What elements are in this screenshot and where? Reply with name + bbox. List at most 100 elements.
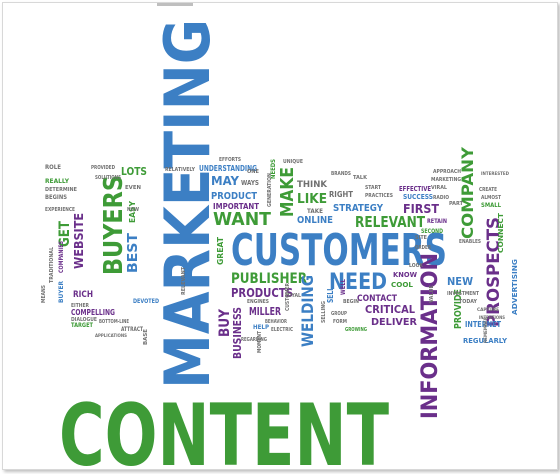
word-regarding: REGARDING	[241, 337, 267, 343]
word-relevant: RELEVANT	[355, 213, 426, 231]
word-efforts: EFFORTS	[219, 157, 241, 163]
word-right: RIGHT	[329, 190, 353, 199]
word-need: NEED	[329, 270, 387, 295]
word-think: THINK	[297, 180, 328, 190]
word-deliver: DELIVER	[371, 317, 417, 328]
word-take: TAKE	[307, 208, 323, 215]
word-generation: GENERATION	[267, 173, 273, 207]
word-capture: CAPTURE	[477, 307, 499, 312]
word-determine: DETERMINE	[45, 187, 78, 193]
word-miller: MILLER	[249, 305, 281, 318]
word-even: EVEN	[125, 185, 141, 191]
word-loyal: LOYAL	[285, 293, 302, 299]
word-regularly: REGULARLY	[463, 337, 508, 345]
word-marketing-small: MARKETING	[431, 177, 461, 183]
word-well: WELL	[340, 279, 347, 295]
word-rich: RICH	[73, 290, 93, 300]
word-begin: BEGIN	[343, 299, 359, 305]
word-like: LIKE	[297, 192, 327, 207]
word-target: TARGET	[71, 322, 94, 329]
word-ways: WAYS	[241, 179, 259, 187]
word-first: FIRST	[403, 202, 440, 216]
word-intentions: INTENTIONS	[479, 315, 505, 320]
word-lots: LOTS	[121, 165, 147, 178]
word-customers: CUSTOMERS	[231, 225, 447, 276]
word-bottom-line: BOTTOM-LINE	[99, 319, 129, 325]
word-traditional: TRADITIONAL	[49, 246, 55, 283]
word-second: SECOND	[421, 228, 443, 235]
word-publisher: PUBLISHER	[231, 271, 307, 287]
word-buyers: BUYERS	[99, 175, 129, 275]
word-unique: UNIQUE	[283, 159, 304, 165]
word-part: PART	[449, 201, 464, 207]
word-means: MEANS	[41, 285, 47, 303]
word-content: CONTENT	[59, 386, 389, 471]
word-business: BUSINESS	[231, 307, 244, 359]
word-electric: ELECTRIC	[271, 327, 293, 333]
word-brands: BRANDS	[331, 171, 351, 177]
word-marketing: MARKETING	[151, 19, 224, 389]
word-easy: EASY	[128, 201, 137, 223]
word-investment: INVESTMENT	[447, 291, 480, 297]
word-provide: PROVIDE	[453, 289, 464, 329]
word-connect: CONNECT	[497, 213, 505, 253]
word-create: CREATE	[479, 187, 497, 193]
word-viral: VIRAL	[431, 185, 448, 191]
word-approach: APPROACH	[433, 169, 461, 175]
word-growing: GROWING	[345, 327, 367, 333]
word-want: WANT	[213, 209, 272, 230]
word-know: KNOW	[393, 271, 417, 279]
word-prospects: PROSPECTS	[484, 217, 504, 327]
word-strategy: STRATEGY	[333, 203, 384, 214]
word-almost: ALMOST	[481, 195, 502, 201]
word-applications: APPLICATIONS	[95, 333, 127, 338]
word-start: START	[365, 185, 382, 191]
word-radio: RADIO	[433, 195, 449, 201]
word-new: NEW	[447, 275, 473, 288]
word-understanding: UNDERSTANDING	[199, 164, 257, 173]
word-experience: EXPERIENCE	[45, 207, 76, 213]
word-devoted: DEVOTED	[133, 298, 159, 305]
word-role: ROLE	[45, 164, 61, 171]
word-advertising: ADVERTISING	[511, 259, 519, 315]
word-company: COMPANY	[458, 147, 477, 239]
word-critical: CRITICAL	[365, 303, 415, 316]
word-today: TODAY	[459, 299, 477, 305]
word-selling: SELLING	[321, 301, 327, 323]
word-products: PRODUCTS	[231, 286, 293, 300]
word-small: SMALL	[481, 202, 501, 209]
word-website: WEBSITE	[72, 213, 86, 269]
word-buy: BUY	[217, 308, 233, 337]
word-cloud: CONTENT MARKETING CUSTOMERS INFORMATION …	[41, 19, 519, 471]
word-base: BASE	[143, 328, 149, 345]
word-begins: BEGINS	[45, 194, 67, 201]
word-relatively: RELATIVELY	[165, 167, 195, 173]
word-moment: MOMENT	[257, 330, 263, 353]
word-behavior: BEHAVIOR	[265, 319, 287, 325]
word-sell: SELL	[326, 287, 335, 303]
word-best: BEST	[126, 233, 141, 273]
word-information: INFORMATION	[418, 253, 443, 419]
word-cool: COOL	[391, 281, 414, 289]
word-engines: ENGINES	[247, 299, 269, 305]
word-online: ONLINE	[297, 215, 333, 226]
word-customer: CUSTOMER	[285, 283, 291, 311]
word-relevant-small: RELEVANT	[181, 266, 187, 295]
word-get: GET	[57, 221, 73, 247]
word-solutions: SOLUTIONS	[95, 175, 121, 181]
word-enables: ENABLES	[459, 239, 481, 245]
word-site: SITE	[415, 235, 428, 241]
word-value: VALUE	[429, 284, 435, 303]
word-contact: CONTACT	[357, 294, 398, 304]
word-buyer: BUYER	[58, 281, 65, 303]
word-talk: TALK	[353, 175, 368, 181]
word-success: SUCCESS	[403, 193, 433, 201]
word-make: MAKE	[277, 167, 298, 217]
word-now: NOW	[127, 207, 139, 213]
top-edge-strip	[157, 3, 193, 6]
word-product: PRODUCT	[211, 191, 257, 202]
word-retain: RETAIN	[427, 218, 447, 225]
word-really: REALLY	[45, 178, 70, 185]
word-one: ONE	[247, 169, 260, 175]
word-attract: ATTRACT	[121, 326, 144, 333]
